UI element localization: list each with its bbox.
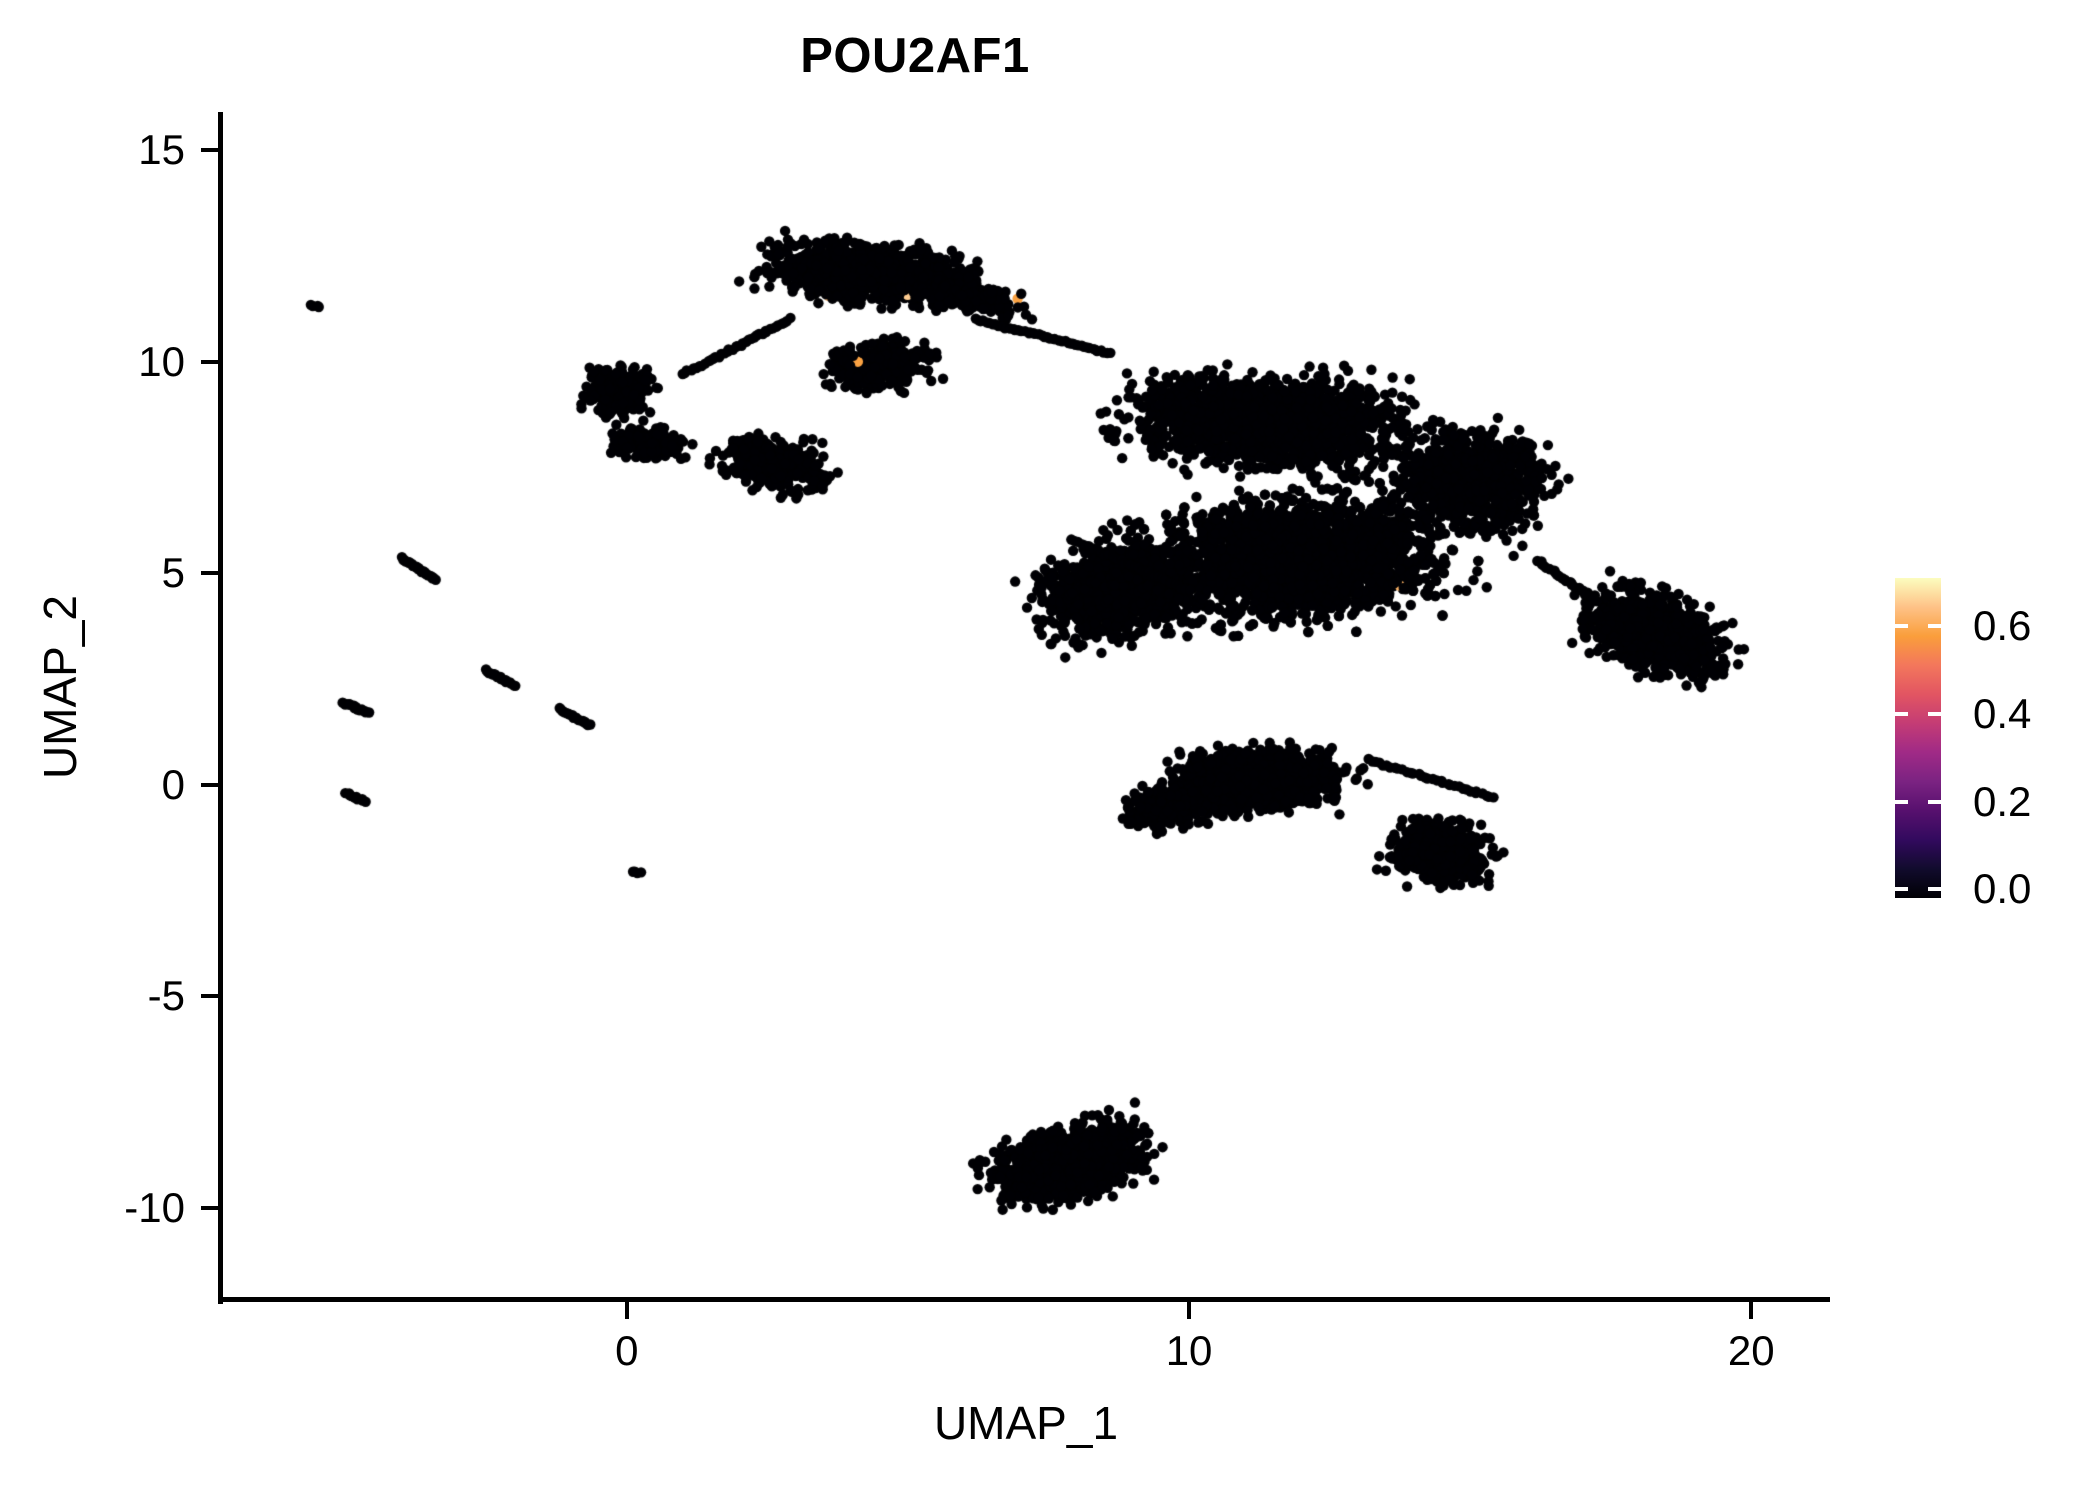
legend-tick-mark xyxy=(1895,624,1908,629)
x-tick-mark xyxy=(624,1302,629,1319)
legend-tick-mark xyxy=(1928,711,1941,716)
color-legend xyxy=(1895,578,1941,898)
legend-tick-label: 0.6 xyxy=(1973,602,2032,650)
legend-tick-mark xyxy=(1928,887,1941,892)
x-tick-label: 10 xyxy=(1165,1327,1213,1374)
color-legend-gradient xyxy=(1895,578,1941,898)
legend-tick-mark xyxy=(1895,799,1908,804)
x-tick-label: 20 xyxy=(1727,1327,1775,1374)
legend-tick-mark xyxy=(1895,711,1908,716)
scatter-canvas xyxy=(222,112,1830,1301)
y-tick-mark xyxy=(201,571,218,576)
y-axis-line xyxy=(218,112,223,1304)
y-tick-mark xyxy=(201,359,218,364)
x-tick-mark xyxy=(1749,1302,1754,1319)
y-tick-label: 15 xyxy=(138,126,185,174)
x-tick-label: 0 xyxy=(615,1327,639,1374)
y-tick-mark xyxy=(201,994,218,999)
y-tick-label: 10 xyxy=(138,337,185,385)
legend-tick-mark xyxy=(1928,624,1941,629)
y-tick-mark xyxy=(201,782,218,787)
x-axis-title: UMAP_1 xyxy=(933,1397,1119,1449)
plot-panel xyxy=(222,112,1830,1301)
y-tick-mark xyxy=(201,1205,218,1210)
x-axis-line xyxy=(218,1297,1830,1302)
y-tick-label: -10 xyxy=(124,1183,185,1231)
legend-tick-label: 0.4 xyxy=(1973,689,2032,737)
y-axis-title: UMAP_2 xyxy=(34,594,86,780)
legend-tick-label: 0.0 xyxy=(1973,865,2032,913)
y-tick-mark xyxy=(201,148,218,153)
y-tick-label: -5 xyxy=(147,972,185,1020)
y-tick-label: 5 xyxy=(161,549,185,597)
y-tick-label: 0 xyxy=(161,760,185,808)
legend-tick-mark xyxy=(1928,799,1941,804)
legend-tick-label: 0.2 xyxy=(1973,777,2032,825)
x-tick-mark xyxy=(1187,1302,1192,1319)
page-title: POU2AF1 xyxy=(800,29,1030,83)
legend-tick-mark xyxy=(1895,887,1908,892)
